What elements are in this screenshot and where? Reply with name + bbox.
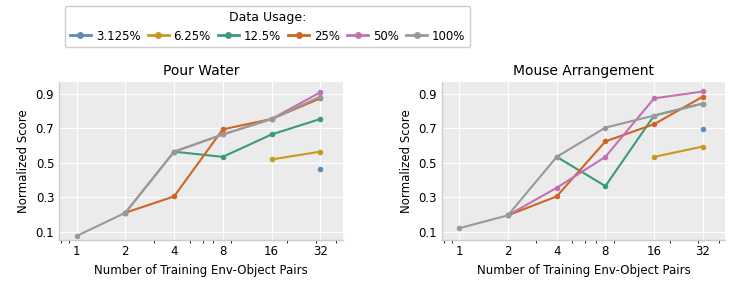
100% (699, 102, 707, 105)
Title: Pour Water: Pour Water (163, 64, 239, 78)
25% (552, 195, 561, 198)
50% (601, 155, 610, 159)
Line: 50%: 50% (505, 89, 706, 218)
100% (121, 211, 130, 214)
Line: 100%: 100% (74, 94, 323, 239)
Line: 100%: 100% (457, 101, 706, 231)
50% (218, 133, 227, 136)
X-axis label: Number of Training Env-Object Pairs: Number of Training Env-Object Pairs (94, 264, 308, 277)
50% (169, 150, 178, 154)
Y-axis label: Normalized Score: Normalized Score (17, 109, 30, 213)
Line: 12.5%: 12.5% (171, 116, 323, 160)
Line: 12.5%: 12.5% (554, 101, 706, 189)
Legend: 3.125%, 6.25%, 12.5%, 25%, 50%, 100%: 3.125%, 6.25%, 12.5%, 25%, 50%, 100% (65, 6, 470, 47)
50% (121, 211, 130, 214)
12.5% (699, 102, 707, 105)
100% (218, 133, 227, 136)
Line: 25%: 25% (123, 96, 323, 216)
Line: 6.25%: 6.25% (269, 149, 323, 162)
100% (455, 226, 464, 230)
12.5% (316, 117, 325, 121)
50% (650, 97, 659, 100)
12.5% (601, 184, 610, 188)
25% (316, 97, 325, 100)
25% (169, 195, 178, 198)
25% (699, 95, 707, 98)
100% (316, 95, 325, 98)
Line: 50%: 50% (123, 90, 323, 216)
6.25% (316, 150, 325, 154)
6.25% (650, 155, 659, 159)
6.25% (699, 145, 707, 148)
50% (316, 91, 325, 94)
100% (267, 117, 276, 121)
25% (218, 127, 227, 131)
50% (699, 90, 707, 93)
100% (73, 234, 81, 238)
100% (601, 126, 610, 130)
Title: Mouse Arrangement: Mouse Arrangement (513, 64, 654, 78)
12.5% (267, 133, 276, 136)
Line: 6.25%: 6.25% (651, 144, 706, 160)
12.5% (218, 155, 227, 159)
100% (169, 150, 178, 154)
100% (552, 155, 561, 159)
Line: 25%: 25% (505, 94, 706, 218)
25% (650, 122, 659, 126)
25% (267, 117, 276, 121)
50% (503, 214, 512, 217)
25% (601, 140, 610, 143)
6.25% (267, 158, 276, 161)
12.5% (169, 150, 178, 154)
X-axis label: Number of Training Env-Object Pairs: Number of Training Env-Object Pairs (477, 264, 690, 277)
12.5% (650, 114, 659, 117)
100% (503, 214, 512, 217)
Y-axis label: Normalized Score: Normalized Score (400, 109, 413, 213)
100% (650, 114, 659, 117)
25% (121, 211, 130, 214)
50% (552, 186, 561, 190)
25% (503, 214, 512, 217)
50% (267, 117, 276, 121)
12.5% (552, 155, 561, 159)
